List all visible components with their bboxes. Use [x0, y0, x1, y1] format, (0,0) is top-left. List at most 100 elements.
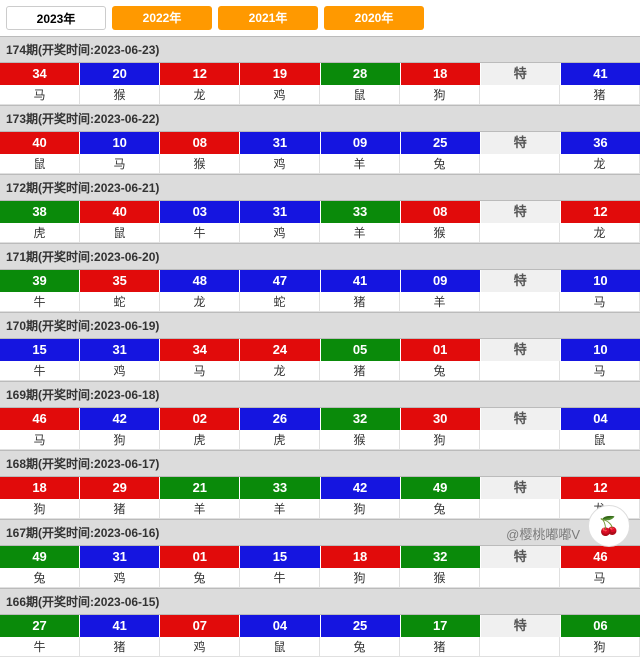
zodiac-label: 虎 [160, 430, 240, 450]
period-header: 166期(开奖时间:2023-06-15) [0, 588, 640, 615]
ball-number: 04 [561, 408, 640, 430]
zodiac-label: 马 [160, 361, 240, 381]
zodiac-row: 牛鸡马龙猪兔马 [0, 361, 640, 381]
zodiac-label: 猪 [400, 637, 480, 657]
zodiac-row: 马猴龙鸡鼠狗猪 [0, 85, 640, 105]
te-spacer [480, 154, 560, 174]
ball-number: 33 [321, 201, 401, 223]
zodiac-label: 马 [560, 292, 640, 312]
results-list: 174期(开奖时间:2023-06-23)342012192818特41马猴龙鸡… [0, 36, 640, 657]
zodiac-label: 龙 [160, 292, 240, 312]
te-spacer [480, 430, 560, 450]
number-row: 384003313308特12 [0, 201, 640, 223]
ball-number: 28 [321, 63, 401, 85]
year-tab-2020年[interactable]: 2020年 [324, 6, 424, 30]
te-spacer [480, 499, 560, 519]
ball-number: 18 [321, 546, 401, 568]
zodiac-label: 鸡 [80, 568, 160, 588]
zodiac-label: 兔 [160, 568, 240, 588]
zodiac-label: 兔 [400, 361, 480, 381]
ball-number: 08 [401, 201, 481, 223]
ball-number: 02 [160, 408, 240, 430]
number-row: 464202263230特04 [0, 408, 640, 430]
zodiac-label: 牛 [0, 292, 80, 312]
zodiac-label: 龙 [160, 85, 240, 105]
ball-number: 12 [561, 201, 640, 223]
ball-number: 34 [0, 63, 80, 85]
ball-number: 20 [80, 63, 160, 85]
zodiac-label: 兔 [320, 637, 400, 657]
ball-number: 32 [401, 546, 481, 568]
ball-number: 08 [160, 132, 240, 154]
zodiac-label: 兔 [400, 499, 480, 519]
ball-number: 27 [0, 615, 80, 637]
period-header: 174期(开奖时间:2023-06-23) [0, 36, 640, 63]
period-header: 170期(开奖时间:2023-06-19) [0, 312, 640, 339]
ball-number: 42 [80, 408, 160, 430]
zodiac-row: 兔鸡兔牛狗猴马 [0, 568, 640, 588]
ball-number: 41 [561, 63, 640, 85]
zodiac-label: 鸡 [240, 154, 320, 174]
te-label: 特 [481, 339, 561, 361]
zodiac-label: 鼠 [0, 154, 80, 174]
zodiac-label: 鼠 [240, 637, 320, 657]
ball-number: 18 [401, 63, 481, 85]
ball-number: 26 [240, 408, 320, 430]
year-tab-2022年[interactable]: 2022年 [112, 6, 212, 30]
zodiac-label: 狗 [320, 499, 400, 519]
zodiac-label: 马 [0, 85, 80, 105]
year-tab-2023年[interactable]: 2023年 [6, 6, 106, 30]
number-row: 274107042517特06 [0, 615, 640, 637]
zodiac-label: 龙 [560, 223, 640, 243]
zodiac-label: 虎 [0, 223, 80, 243]
zodiac-label: 马 [0, 430, 80, 450]
zodiac-label: 鸡 [160, 637, 240, 657]
ball-number: 34 [160, 339, 240, 361]
ball-number: 09 [321, 132, 401, 154]
zodiac-row: 马狗虎虎猴狗鼠 [0, 430, 640, 450]
ball-number: 47 [240, 270, 320, 292]
period-170: 170期(开奖时间:2023-06-19)153134240501特10牛鸡马龙… [0, 312, 640, 381]
ball-number: 31 [80, 546, 160, 568]
number-row: 401008310925特36 [0, 132, 640, 154]
ball-number: 25 [321, 615, 401, 637]
ball-number: 10 [80, 132, 160, 154]
te-spacer [480, 361, 560, 381]
ball-number: 18 [0, 477, 80, 499]
zodiac-label: 马 [560, 568, 640, 588]
zodiac-label: 鼠 [80, 223, 160, 243]
ball-number: 24 [240, 339, 320, 361]
zodiac-label: 鼠 [320, 85, 400, 105]
zodiac-row: 牛蛇龙蛇猪羊马 [0, 292, 640, 312]
te-label: 特 [481, 270, 561, 292]
period-167: 167期(开奖时间:2023-06-16)493101151832特46兔鸡兔牛… [0, 519, 640, 588]
zodiac-label: 狗 [80, 430, 160, 450]
zodiac-label: 羊 [160, 499, 240, 519]
ball-number: 10 [561, 339, 640, 361]
period-header: 169期(开奖时间:2023-06-18) [0, 381, 640, 408]
te-spacer [480, 223, 560, 243]
zodiac-label: 羊 [240, 499, 320, 519]
ball-number: 31 [240, 132, 320, 154]
number-row: 182921334249特12 [0, 477, 640, 499]
ball-number: 41 [80, 615, 160, 637]
ball-number: 32 [321, 408, 401, 430]
year-tab-2021年[interactable]: 2021年 [218, 6, 318, 30]
te-label: 特 [481, 63, 561, 85]
ball-number: 07 [160, 615, 240, 637]
zodiac-label: 牛 [240, 568, 320, 588]
ball-number: 01 [401, 339, 481, 361]
zodiac-label: 猪 [80, 637, 160, 657]
zodiac-label: 龙 [560, 154, 640, 174]
ball-number: 01 [160, 546, 240, 568]
ball-number: 21 [160, 477, 240, 499]
zodiac-label: 龙 [240, 361, 320, 381]
ball-number: 36 [561, 132, 640, 154]
zodiac-label: 狗 [400, 85, 480, 105]
ball-number: 10 [561, 270, 640, 292]
zodiac-label: 猪 [320, 292, 400, 312]
ball-number: 06 [561, 615, 640, 637]
ball-number: 29 [80, 477, 160, 499]
zodiac-label: 马 [80, 154, 160, 174]
zodiac-label: 猪 [80, 499, 160, 519]
